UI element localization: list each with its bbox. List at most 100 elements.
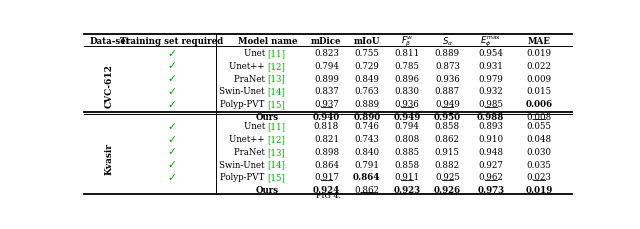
Text: 0.791: 0.791 [355, 160, 380, 169]
Text: 0.035: 0.035 [526, 160, 551, 169]
Text: 0.899: 0.899 [314, 74, 339, 83]
Text: 0.889: 0.889 [435, 49, 460, 58]
Text: 0.896: 0.896 [394, 74, 420, 83]
Text: $F_{\beta}^{w}$: $F_{\beta}^{w}$ [401, 34, 413, 48]
Text: 0.893: 0.893 [478, 122, 503, 131]
Text: PraNet: PraNet [234, 74, 268, 83]
Text: 0.823: 0.823 [314, 49, 339, 58]
Text: [14]: [14] [268, 160, 285, 169]
Text: 0.926: 0.926 [434, 185, 461, 194]
Text: 0.858: 0.858 [435, 122, 460, 131]
Text: 0.785: 0.785 [394, 62, 420, 71]
Text: ✓: ✓ [167, 49, 176, 59]
Text: 0.932: 0.932 [478, 87, 503, 96]
Text: 0.830: 0.830 [394, 87, 420, 96]
Text: $S_{\alpha}$: $S_{\alpha}$ [442, 35, 453, 47]
Text: 0.917: 0.917 [314, 172, 339, 181]
Text: Swin-Unet: Swin-Unet [220, 87, 268, 96]
Text: 0.887: 0.887 [435, 87, 460, 96]
Text: [14]: [14] [268, 87, 285, 96]
Text: 0.849: 0.849 [355, 74, 380, 83]
Text: 0.973: 0.973 [477, 185, 504, 194]
Text: 0.743: 0.743 [355, 135, 379, 144]
Text: ✓: ✓ [167, 74, 176, 84]
Text: 0.862: 0.862 [355, 185, 380, 194]
Text: 0.023: 0.023 [526, 172, 551, 181]
Text: 0.948: 0.948 [478, 147, 503, 156]
Text: 0.030: 0.030 [526, 147, 551, 156]
Text: 0.882: 0.882 [435, 160, 460, 169]
Text: 0.746: 0.746 [355, 122, 379, 131]
Text: Polyp-PVT: Polyp-PVT [220, 100, 268, 109]
Text: Swin-Unet: Swin-Unet [220, 160, 268, 169]
Text: [15]: [15] [268, 100, 285, 109]
Text: $E_{\phi}^{\max}$: $E_{\phi}^{\max}$ [480, 34, 501, 48]
Text: Data-set: Data-set [89, 37, 130, 46]
Text: 0.019: 0.019 [525, 185, 552, 194]
Text: 0.988: 0.988 [477, 112, 504, 121]
Text: 0.910: 0.910 [478, 135, 503, 144]
Text: ✓: ✓ [167, 121, 176, 131]
Text: 0.015: 0.015 [526, 87, 552, 96]
Text: 0.949: 0.949 [435, 100, 460, 109]
Text: 0.055: 0.055 [526, 122, 551, 131]
Text: mIoU: mIoU [353, 37, 380, 46]
Text: 0.022: 0.022 [526, 62, 551, 71]
Text: 0.927: 0.927 [478, 160, 503, 169]
Text: ✓: ✓ [167, 159, 176, 169]
Text: 0.962: 0.962 [478, 172, 503, 181]
Text: 0.864: 0.864 [314, 160, 339, 169]
Text: 0.873: 0.873 [435, 62, 460, 71]
Text: 0.911: 0.911 [394, 172, 420, 181]
Text: 0.936: 0.936 [395, 100, 419, 109]
Text: 0.019: 0.019 [526, 49, 552, 58]
Text: [11]: [11] [268, 122, 285, 131]
Text: 0.008: 0.008 [526, 112, 552, 121]
Text: Ours: Ours [256, 185, 279, 194]
Text: 0.889: 0.889 [354, 100, 380, 109]
Text: [13]: [13] [268, 147, 285, 156]
Text: [12]: [12] [268, 62, 285, 71]
Text: mDice: mDice [311, 37, 342, 46]
Text: Model name: Model name [238, 37, 298, 46]
Text: 0.890: 0.890 [353, 112, 380, 121]
Text: 0.936: 0.936 [435, 74, 460, 83]
Text: Unet: Unet [244, 49, 268, 58]
Text: Training set required: Training set required [120, 37, 223, 46]
Text: FIG 4.: FIG 4. [316, 191, 340, 199]
Text: 0.931: 0.931 [478, 62, 503, 71]
Text: 0.915: 0.915 [435, 147, 460, 156]
Text: Unet++: Unet++ [229, 135, 268, 144]
Text: ✓: ✓ [167, 61, 176, 71]
Text: Kvasir: Kvasir [105, 142, 114, 174]
Text: 0.898: 0.898 [314, 147, 339, 156]
Text: 0.954: 0.954 [478, 49, 503, 58]
Text: 0.821: 0.821 [314, 135, 339, 144]
Text: 0.979: 0.979 [478, 74, 503, 83]
Text: 0.840: 0.840 [354, 147, 380, 156]
Text: ✓: ✓ [167, 87, 176, 96]
Text: 0.949: 0.949 [394, 112, 420, 121]
Text: Ours: Ours [256, 112, 279, 121]
Text: 0.837: 0.837 [314, 87, 339, 96]
Text: PraNet: PraNet [234, 147, 268, 156]
Text: ✓: ✓ [167, 147, 176, 157]
Text: Unet++: Unet++ [229, 62, 268, 71]
Text: 0.006: 0.006 [525, 100, 552, 109]
Text: 0.924: 0.924 [313, 185, 340, 194]
Text: 0.985: 0.985 [478, 100, 503, 109]
Text: Polyp-PVT: Polyp-PVT [220, 172, 268, 181]
Text: [11]: [11] [268, 49, 285, 58]
Text: Unet: Unet [244, 122, 268, 131]
Text: 0.858: 0.858 [394, 160, 420, 169]
Text: [12]: [12] [268, 135, 285, 144]
Text: 0.811: 0.811 [394, 49, 420, 58]
Text: 0.818: 0.818 [314, 122, 339, 131]
Text: 0.940: 0.940 [313, 112, 340, 121]
Text: 0.808: 0.808 [394, 135, 420, 144]
Text: 0.862: 0.862 [435, 135, 460, 144]
Text: 0.794: 0.794 [314, 62, 339, 71]
Text: 0.729: 0.729 [355, 62, 379, 71]
Text: [13]: [13] [268, 74, 285, 83]
Text: 0.885: 0.885 [394, 147, 420, 156]
